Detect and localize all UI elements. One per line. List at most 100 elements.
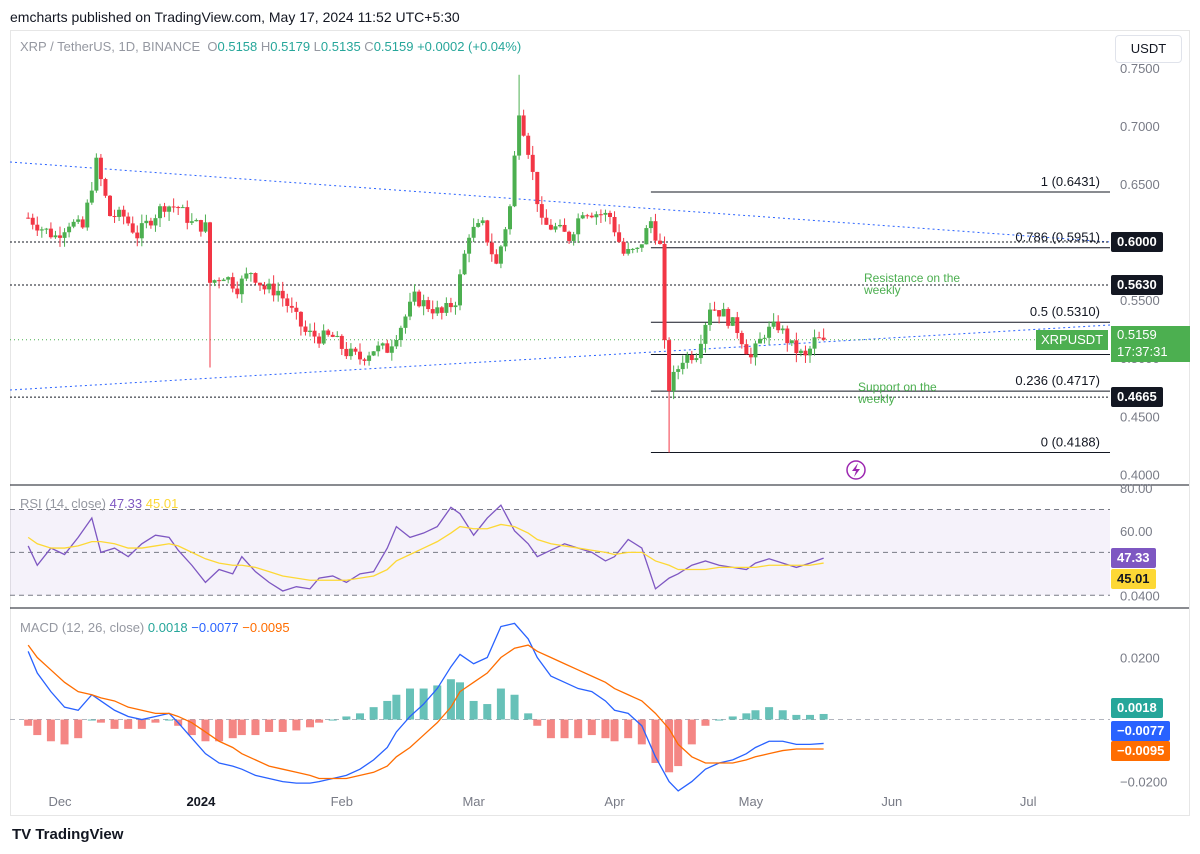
candle-body <box>85 202 90 228</box>
rsi-ma-line <box>27 523 824 581</box>
price-tick-label: 0.6500 <box>1120 177 1160 192</box>
candle-body <box>785 328 790 344</box>
macd-histogram-bar <box>819 713 828 720</box>
candle-body <box>712 309 717 311</box>
macd-histogram-bar <box>728 716 737 720</box>
candle-body <box>371 351 376 356</box>
macd-histogram-bar <box>496 688 505 720</box>
rsi-ma-value-tag[interactable]: 45.01 <box>1111 569 1156 590</box>
candle-body <box>335 335 340 337</box>
macd-histogram-bar <box>765 707 774 720</box>
candle-body <box>35 224 40 231</box>
candle-body <box>680 362 685 370</box>
signal-value-tag[interactable]: −0.0095 <box>1111 741 1171 761</box>
last-price-value: 0.5159 <box>1117 326 1157 342</box>
candle-body <box>258 282 262 286</box>
candle-body <box>226 277 231 280</box>
candle-body <box>453 305 458 308</box>
macd-title: MACD (12, 26, close) <box>20 620 145 635</box>
tradingview-logo: TV TradingView <box>12 826 124 843</box>
candle-body <box>230 277 235 289</box>
candle-body <box>171 206 176 208</box>
candle-body <box>803 350 808 356</box>
macd-value-tag[interactable]: −0.0077 <box>1111 721 1171 741</box>
candle-body <box>494 254 499 264</box>
price-tick-label: 0.4500 <box>1120 409 1160 424</box>
price-level-tag[interactable]: 0.4665 <box>1111 387 1163 408</box>
candle-body <box>571 234 576 241</box>
macd-histogram-bar <box>674 719 683 767</box>
candle-body <box>217 280 222 282</box>
candle-body <box>503 229 508 247</box>
price-level-tag[interactable]: 0.6000 <box>1111 232 1163 253</box>
candle-body <box>812 337 817 349</box>
candle-body <box>817 337 822 339</box>
candle-body <box>644 228 649 245</box>
macd-histogram-bar <box>456 682 464 720</box>
macd-histogram-bar <box>165 719 174 721</box>
resistance-annotation: Resistance on the weekly <box>864 271 961 297</box>
candle-body <box>117 209 122 217</box>
candle-body <box>603 212 608 215</box>
macd-tick-label: 0.0400 <box>1120 588 1160 603</box>
macd-legend[interactable]: MACD (12, 26, close) 0.0018 −0.0077 −0.0… <box>20 620 290 635</box>
last-price-tag[interactable]: 0.5159 17:37:31 <box>1111 325 1190 362</box>
macd-histogram-bar <box>574 719 583 739</box>
candle-body <box>376 345 381 352</box>
candle-body <box>794 340 799 354</box>
candle-body <box>253 273 258 283</box>
candle-body <box>508 206 512 230</box>
rsi-tick-label: 60.00 <box>1120 524 1153 539</box>
candle-body <box>548 224 553 230</box>
rsi-legend[interactable]: RSI (14, close) 47.33 45.01 <box>20 496 178 511</box>
candle-body <box>721 308 726 317</box>
symbol-legend[interactable]: XRP / TetherUS, 1D, BINANCE O0.5158 H0.5… <box>20 39 521 54</box>
low-value: 0.5135 <box>320 39 361 54</box>
close-label: C <box>364 39 374 54</box>
time-tick-label: Jul <box>1020 794 1037 809</box>
candle-body <box>476 223 481 227</box>
candle-body <box>280 290 285 299</box>
macd-histogram-bar <box>151 719 160 723</box>
candle-body <box>462 253 467 275</box>
candle-body <box>535 171 540 205</box>
candle-body <box>394 340 399 347</box>
candle-body <box>439 307 444 313</box>
candle-body <box>562 224 567 232</box>
candle-body <box>539 204 544 218</box>
candle-body <box>635 247 640 249</box>
candle-body <box>739 332 744 345</box>
rsi-pane <box>10 504 1110 596</box>
macd-histogram-bar <box>383 700 392 720</box>
macd-histogram-bar <box>315 719 324 723</box>
candle-body <box>235 288 240 295</box>
macd-histogram-bar <box>751 710 760 720</box>
time-tick-label: Mar <box>462 794 485 809</box>
ascending-trendline <box>9 324 1111 391</box>
candle-body <box>589 215 594 218</box>
macd-histogram-bar <box>524 713 533 720</box>
change-value: +0.0002 (+0.04%) <box>417 39 522 54</box>
macd-pane <box>10 622 1110 792</box>
candle-body <box>789 340 794 344</box>
candle-body <box>285 298 290 306</box>
candle-body <box>608 212 612 217</box>
rsi-value-tag[interactable]: 47.33 <box>1111 548 1156 569</box>
fib-level-label: 1 (0.6431) <box>1041 174 1100 189</box>
publisher-line: emcharts published on TradingView.com, M… <box>10 9 460 25</box>
candle-body <box>94 157 99 191</box>
macd-histogram-bar <box>251 719 260 736</box>
candle-body <box>458 274 462 306</box>
candle-body <box>767 326 772 338</box>
macd-histogram-bar <box>624 719 633 739</box>
macd-hist-tag[interactable]: 0.0018 <box>1111 698 1163 718</box>
currency-button[interactable]: USDT <box>1115 35 1182 63</box>
macd-histogram-bar <box>74 719 83 739</box>
candle-body <box>239 278 244 295</box>
candle-body <box>744 344 749 355</box>
candle-body <box>694 358 699 361</box>
candle-body <box>271 283 276 296</box>
price-level-tag[interactable]: 0.5630 <box>1111 275 1163 296</box>
macd-tick-label: 0.0200 <box>1120 651 1160 666</box>
